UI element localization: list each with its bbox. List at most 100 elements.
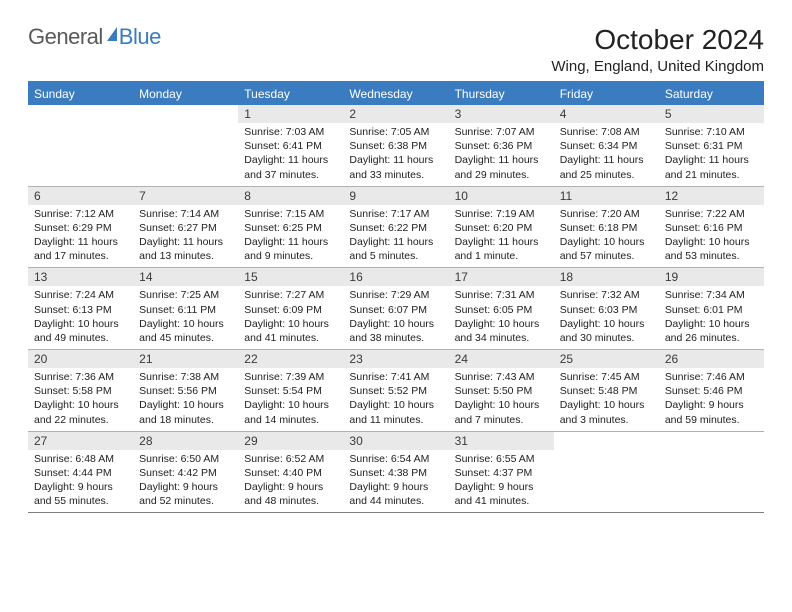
day-cell: 3Sunrise: 7:07 AMSunset: 6:36 PMDaylight…	[449, 105, 554, 186]
day-number: 22	[238, 350, 343, 368]
sunset-text: Sunset: 4:40 PM	[244, 466, 337, 480]
sunset-text: Sunset: 6:11 PM	[139, 303, 232, 317]
sunrise-text: Sunrise: 6:52 AM	[244, 452, 337, 466]
daylight-text: Daylight: 10 hours and 3 minutes.	[560, 398, 653, 426]
daylight-text: Daylight: 10 hours and 49 minutes.	[34, 317, 127, 345]
sunrise-text: Sunrise: 7:14 AM	[139, 207, 232, 221]
sunset-text: Sunset: 6:07 PM	[349, 303, 442, 317]
daylight-text: Daylight: 11 hours and 9 minutes.	[244, 235, 337, 263]
brand-triangle-icon	[107, 27, 117, 41]
sunrise-text: Sunrise: 7:19 AM	[455, 207, 548, 221]
week-row: 27Sunrise: 6:48 AMSunset: 4:44 PMDayligh…	[28, 431, 764, 513]
sunset-text: Sunset: 6:01 PM	[665, 303, 758, 317]
sunset-text: Sunset: 6:36 PM	[455, 139, 548, 153]
day-number: 18	[554, 268, 659, 286]
day-body: Sunrise: 7:07 AMSunset: 6:36 PMDaylight:…	[449, 123, 554, 186]
daylight-text: Daylight: 10 hours and 45 minutes.	[139, 317, 232, 345]
day-cell: 10Sunrise: 7:19 AMSunset: 6:20 PMDayligh…	[449, 187, 554, 268]
day-cell: 25Sunrise: 7:45 AMSunset: 5:48 PMDayligh…	[554, 350, 659, 431]
day-number: 11	[554, 187, 659, 205]
day-body: Sunrise: 7:08 AMSunset: 6:34 PMDaylight:…	[554, 123, 659, 186]
daylight-text: Daylight: 11 hours and 13 minutes.	[139, 235, 232, 263]
brand-word-2: Blue	[119, 24, 161, 50]
day-number: 17	[449, 268, 554, 286]
sunrise-text: Sunrise: 7:25 AM	[139, 288, 232, 302]
day-number: 9	[343, 187, 448, 205]
day-number: 24	[449, 350, 554, 368]
day-cell: 31Sunrise: 6:55 AMSunset: 4:37 PMDayligh…	[449, 432, 554, 513]
daylight-text: Daylight: 9 hours and 41 minutes.	[455, 480, 548, 508]
day-number: 14	[133, 268, 238, 286]
day-number: 16	[343, 268, 448, 286]
day-cell: 13Sunrise: 7:24 AMSunset: 6:13 PMDayligh…	[28, 268, 133, 349]
day-number: 6	[28, 187, 133, 205]
sunset-text: Sunset: 5:54 PM	[244, 384, 337, 398]
sunrise-text: Sunrise: 7:15 AM	[244, 207, 337, 221]
brand-word-1: General	[28, 24, 103, 50]
weekday-header: Thursday	[449, 83, 554, 105]
sunrise-text: Sunrise: 7:45 AM	[560, 370, 653, 384]
sunset-text: Sunset: 6:03 PM	[560, 303, 653, 317]
sunrise-text: Sunrise: 7:10 AM	[665, 125, 758, 139]
day-cell	[133, 105, 238, 186]
day-body: Sunrise: 7:19 AMSunset: 6:20 PMDaylight:…	[449, 205, 554, 268]
day-body: Sunrise: 7:25 AMSunset: 6:11 PMDaylight:…	[133, 286, 238, 349]
sunrise-text: Sunrise: 7:29 AM	[349, 288, 442, 302]
day-number: 1	[238, 105, 343, 123]
day-body: Sunrise: 7:12 AMSunset: 6:29 PMDaylight:…	[28, 205, 133, 268]
daylight-text: Daylight: 10 hours and 11 minutes.	[349, 398, 442, 426]
day-cell: 27Sunrise: 6:48 AMSunset: 4:44 PMDayligh…	[28, 432, 133, 513]
sunrise-text: Sunrise: 7:31 AM	[455, 288, 548, 302]
sunset-text: Sunset: 6:34 PM	[560, 139, 653, 153]
sunset-text: Sunset: 6:41 PM	[244, 139, 337, 153]
calendar-weeks: 1Sunrise: 7:03 AMSunset: 6:41 PMDaylight…	[28, 105, 764, 512]
day-number: 5	[659, 105, 764, 123]
day-body: Sunrise: 7:45 AMSunset: 5:48 PMDaylight:…	[554, 368, 659, 431]
weekday-header: Wednesday	[343, 83, 448, 105]
day-body: Sunrise: 7:43 AMSunset: 5:50 PMDaylight:…	[449, 368, 554, 431]
day-body: Sunrise: 7:22 AMSunset: 6:16 PMDaylight:…	[659, 205, 764, 268]
day-cell: 1Sunrise: 7:03 AMSunset: 6:41 PMDaylight…	[238, 105, 343, 186]
day-body: Sunrise: 7:46 AMSunset: 5:46 PMDaylight:…	[659, 368, 764, 431]
sunrise-text: Sunrise: 7:32 AM	[560, 288, 653, 302]
day-body: Sunrise: 7:34 AMSunset: 6:01 PMDaylight:…	[659, 286, 764, 349]
sunrise-text: Sunrise: 7:24 AM	[34, 288, 127, 302]
sunrise-text: Sunrise: 7:38 AM	[139, 370, 232, 384]
day-cell: 29Sunrise: 6:52 AMSunset: 4:40 PMDayligh…	[238, 432, 343, 513]
day-cell	[554, 432, 659, 513]
day-number: 31	[449, 432, 554, 450]
daylight-text: Daylight: 11 hours and 37 minutes.	[244, 153, 337, 181]
sunrise-text: Sunrise: 7:07 AM	[455, 125, 548, 139]
day-number: 26	[659, 350, 764, 368]
sunset-text: Sunset: 5:56 PM	[139, 384, 232, 398]
day-cell: 17Sunrise: 7:31 AMSunset: 6:05 PMDayligh…	[449, 268, 554, 349]
day-number: 19	[659, 268, 764, 286]
day-cell: 21Sunrise: 7:38 AMSunset: 5:56 PMDayligh…	[133, 350, 238, 431]
weekday-header-row: SundayMondayTuesdayWednesdayThursdayFrid…	[28, 83, 764, 105]
day-body: Sunrise: 6:54 AMSunset: 4:38 PMDaylight:…	[343, 450, 448, 513]
weekday-header: Saturday	[659, 83, 764, 105]
daylight-text: Daylight: 10 hours and 26 minutes.	[665, 317, 758, 345]
daylight-text: Daylight: 9 hours and 59 minutes.	[665, 398, 758, 426]
day-number: 4	[554, 105, 659, 123]
sunset-text: Sunset: 5:58 PM	[34, 384, 127, 398]
sunset-text: Sunset: 6:18 PM	[560, 221, 653, 235]
daylight-text: Daylight: 10 hours and 38 minutes.	[349, 317, 442, 345]
day-cell: 9Sunrise: 7:17 AMSunset: 6:22 PMDaylight…	[343, 187, 448, 268]
day-cell	[28, 105, 133, 186]
day-body: Sunrise: 7:36 AMSunset: 5:58 PMDaylight:…	[28, 368, 133, 431]
daylight-text: Daylight: 11 hours and 21 minutes.	[665, 153, 758, 181]
day-cell: 18Sunrise: 7:32 AMSunset: 6:03 PMDayligh…	[554, 268, 659, 349]
day-body: Sunrise: 7:41 AMSunset: 5:52 PMDaylight:…	[343, 368, 448, 431]
sunrise-text: Sunrise: 6:55 AM	[455, 452, 548, 466]
day-body: Sunrise: 7:31 AMSunset: 6:05 PMDaylight:…	[449, 286, 554, 349]
sunset-text: Sunset: 4:42 PM	[139, 466, 232, 480]
sunrise-text: Sunrise: 7:22 AM	[665, 207, 758, 221]
day-body: Sunrise: 6:50 AMSunset: 4:42 PMDaylight:…	[133, 450, 238, 513]
sunset-text: Sunset: 6:20 PM	[455, 221, 548, 235]
day-cell: 14Sunrise: 7:25 AMSunset: 6:11 PMDayligh…	[133, 268, 238, 349]
calendar: SundayMondayTuesdayWednesdayThursdayFrid…	[28, 81, 764, 513]
day-cell: 4Sunrise: 7:08 AMSunset: 6:34 PMDaylight…	[554, 105, 659, 186]
sunrise-text: Sunrise: 7:41 AM	[349, 370, 442, 384]
week-row: 6Sunrise: 7:12 AMSunset: 6:29 PMDaylight…	[28, 186, 764, 268]
